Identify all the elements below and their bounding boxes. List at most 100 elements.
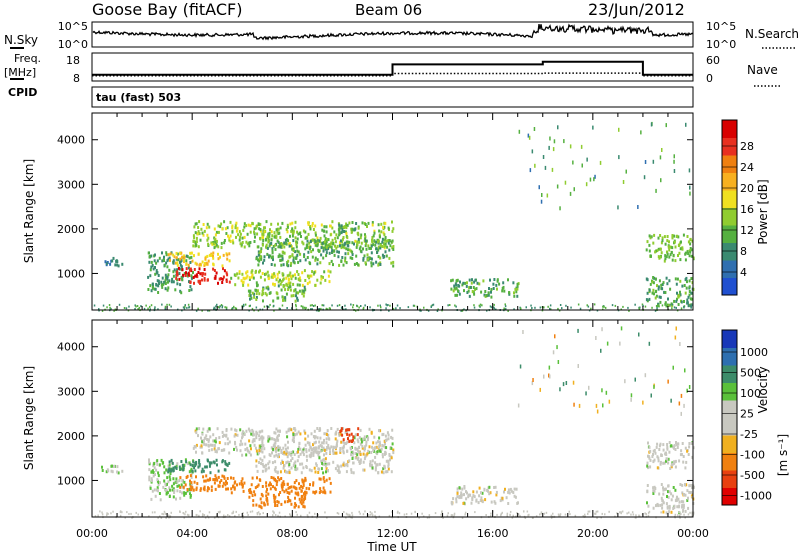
- echo-cell: [676, 291, 678, 295]
- echo-cell: [195, 243, 197, 247]
- echo-cell: [374, 466, 377, 470]
- echo-cell: [657, 304, 660, 308]
- echo-cell: [341, 228, 344, 232]
- echo-cell: [347, 252, 350, 256]
- echo-cell: [466, 291, 469, 294]
- echo-cell: [243, 235, 246, 239]
- echo-cell: [531, 381, 534, 386]
- echo-cell: [157, 483, 160, 486]
- echo-cell: [246, 232, 249, 236]
- echo-cell: [324, 278, 327, 282]
- echo-cell: [667, 490, 669, 494]
- echo-cell: [278, 242, 281, 246]
- echo-cell: [653, 384, 655, 389]
- echo-cell: [533, 127, 536, 131]
- echo-cell: [685, 122, 687, 127]
- echo-cell: [330, 427, 333, 430]
- echo-cell: [217, 281, 219, 285]
- echo-cell: [190, 483, 193, 487]
- echo-cell: [690, 291, 693, 295]
- echo-cell: [578, 403, 581, 408]
- echo-cell: [231, 224, 234, 228]
- echo-cell: [214, 474, 217, 478]
- echo-cell: [646, 291, 649, 295]
- echo-cell: [673, 240, 676, 244]
- echo-cell: [658, 305, 660, 308]
- echo-cell: [621, 510, 624, 513]
- echo-cell: [308, 441, 311, 445]
- echo-cell: [240, 279, 243, 283]
- echo-cell: [388, 248, 391, 252]
- echo-cell: [290, 502, 293, 506]
- echo-cell: [215, 437, 218, 441]
- echo-cell: [517, 403, 520, 408]
- echo-cell: [341, 433, 344, 437]
- echo-cell: [178, 277, 181, 281]
- echo-cell: [327, 274, 330, 278]
- echo-cell: [355, 309, 357, 312]
- echo-cell: [185, 476, 188, 479]
- echo-cell: [279, 258, 282, 262]
- echo-cell: [688, 285, 691, 289]
- x-tick-label: 04:00: [176, 527, 208, 540]
- echo-cell: [645, 513, 647, 516]
- echo-cell: [306, 282, 309, 286]
- echo-cell: [286, 500, 289, 504]
- echo-cell: [260, 506, 263, 510]
- echo-cell: [335, 442, 338, 446]
- echo-cell: [157, 308, 159, 311]
- echo-cell: [268, 231, 271, 235]
- echo-cell: [309, 225, 311, 228]
- echo-cell: [283, 452, 286, 456]
- echo-cell: [193, 236, 196, 240]
- echo-cell: [277, 245, 280, 249]
- echo-cell: [302, 305, 304, 308]
- echo-cell: [296, 467, 299, 471]
- echo-cell: [412, 304, 415, 307]
- echo-cell: [221, 227, 224, 231]
- echo-cell: [453, 286, 456, 290]
- echo-cell: [110, 307, 112, 310]
- echo-cell: [291, 307, 293, 310]
- echo-cell: [322, 458, 325, 462]
- echo-cell: [169, 515, 172, 518]
- echo-cell: [379, 304, 381, 307]
- echo-cell: [349, 514, 351, 517]
- echo-cell: [351, 253, 354, 256]
- echo-cell: [270, 275, 273, 279]
- echo-cell: [299, 447, 302, 451]
- echo-cell: [458, 495, 461, 498]
- echo-cell: [662, 486, 664, 490]
- echo-cell: [285, 227, 288, 231]
- echo-cell: [667, 457, 670, 461]
- echo-cell: [180, 483, 183, 487]
- echo-cell: [377, 471, 380, 475]
- date-label: 23/Jun/2012: [588, 0, 685, 19]
- echo-cell: [293, 289, 296, 293]
- echo-cell: [288, 491, 291, 495]
- echo-cell: [304, 308, 307, 311]
- echo-cell: [153, 259, 156, 263]
- echo-cell: [221, 281, 224, 284]
- echo-cell: [494, 501, 497, 505]
- echo-cell: [150, 260, 153, 264]
- echo-cell: [309, 227, 312, 231]
- echo-cell: [688, 254, 691, 258]
- echo-cell: [277, 227, 280, 231]
- echo-cell: [228, 440, 231, 444]
- echo-cell: [490, 288, 493, 291]
- echo-cell: [327, 238, 330, 242]
- echo-cell: [203, 261, 206, 265]
- echo-cell: [547, 305, 549, 308]
- echo-cell: [502, 285, 505, 289]
- echo-cell: [669, 444, 672, 448]
- colorbar-segment: [722, 225, 737, 243]
- echo-cell: [203, 442, 206, 446]
- echo-cell: [527, 133, 530, 138]
- echo-cell: [265, 481, 268, 485]
- echo-cell: [212, 433, 215, 437]
- echo-cell: [183, 493, 186, 497]
- echo-cell: [246, 270, 249, 274]
- echo-cell: [226, 477, 229, 480]
- echo-cell: [289, 234, 291, 238]
